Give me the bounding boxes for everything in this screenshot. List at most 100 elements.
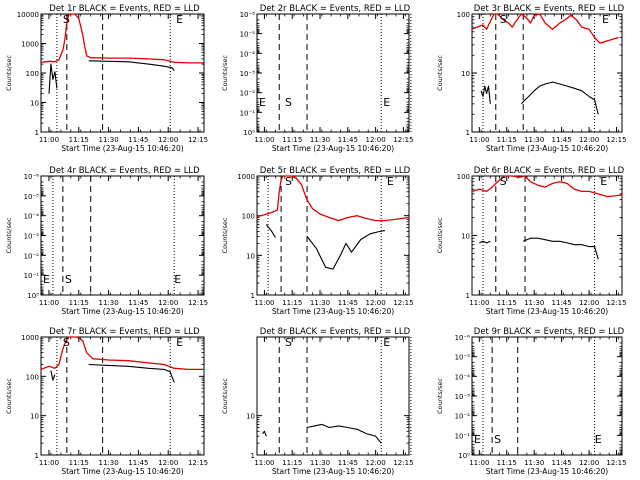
x-tick-label: 12:15 [606,136,626,144]
x-tick-label: 11:45 [128,299,148,307]
y-tick-label: 1 [466,129,470,137]
x-tick-label: 11:30 [524,299,544,307]
panel-det-4: Det 4r BLACK = Events, RED = LLD Counts/s… [5,166,208,316]
y-tick-label: 10 [461,70,470,78]
marker-label-e: E [176,13,183,26]
x-tick-label: 11:15 [282,459,302,467]
y-tick-label: 10⁰ [27,292,39,300]
marker-label-s: S [285,175,292,188]
x-tick-label: 11:15 [69,459,89,467]
y-tick-label: 1 [466,292,470,300]
y-tick-label: 10⁻⁴ [240,50,256,58]
y-tick-label: 10⁻¹ [455,432,471,440]
panel-det-6: Det 6r BLACK = Events, RED = LLD Counts/s… [436,166,627,316]
x-tick-label: 11:30 [524,136,544,144]
y-tick-label: 1 [35,452,39,460]
series-line-black [50,370,56,381]
series-line-red [40,13,204,64]
x-tick-label: 12:15 [393,299,413,307]
y-tick-label: 10⁻² [455,413,471,421]
x-tick-label: 11:15 [497,136,517,144]
marker-label-e: E [600,175,607,188]
x-tick-label: 12:15 [188,136,208,144]
x-tick-label: 11:45 [128,459,148,467]
y-tick-label: 1000 [21,334,39,342]
plot-frame [40,336,205,456]
marker-label-s: S [285,336,292,349]
y-axis-label: Counts/sec [5,55,13,91]
x-tick-label: 12:15 [188,459,208,467]
y-axis-label: Counts/sec [436,55,444,91]
x-tick-label: 12:00 [158,459,178,467]
y-axis-label: Counts/sec [436,217,444,253]
y-tick-label: 100 [26,373,39,381]
y-tick-label: 10⁻⁶ [240,11,256,19]
series-line-red [40,336,204,371]
x-tick-label: 11:00 [469,459,489,467]
series-line-black [88,60,175,72]
panel-det-5: Det 5r BLACK = Events, RED = LLD Counts/s… [221,166,414,316]
panel-title: Det 4r BLACK = Events, RED = LLD [49,166,200,176]
y-tick-label: 10⁰ [243,129,255,137]
x-tick-label: 11:00 [469,136,489,144]
y-axis-label: Counts/sec [436,378,444,414]
y-tick-label: 10⁻⁵ [240,31,256,39]
series-line-red [471,175,623,198]
marker-label-e: E [176,336,183,349]
marker-label-s: S [63,336,70,349]
x-tick-label: 12:00 [366,136,386,144]
plot-frame [256,13,410,133]
x-tick-label: 11:15 [497,299,517,307]
x-tick-label: 11:30 [98,299,118,307]
marker-label-s: S [500,13,507,26]
y-axis-label: Counts/sec [221,378,229,414]
marker-label-e: E [602,13,609,26]
series-line-black [479,240,491,244]
y-tick-label: 100 [26,70,39,78]
y-tick-label: 10⁻⁶ [24,173,40,181]
x-tick-label: 11:30 [310,299,330,307]
y-tick-label: 10⁻⁵ [24,193,40,201]
series-line-black [262,430,267,437]
y-tick-label: 10000 [17,11,39,19]
y-tick-label: 10⁻³ [455,393,471,401]
plot-frame [471,13,623,133]
y-tick-label: 1 [251,452,255,460]
panel-title: Det 2r BLACK = Events, RED = LLD [260,4,411,14]
y-axis-label: Counts/sec [5,217,13,253]
x-axis-label: Start Time (23-Aug-15 10:46:20) [61,144,183,153]
y-axis-label: Counts/sec [221,217,229,253]
marker-label-e: E [259,96,266,109]
y-tick-label: 100 [457,11,470,19]
marker-label-s: S [500,175,507,188]
marker-label-s: S [494,433,501,446]
x-axis-label: Start Time (23-Aug-15 10:46:20) [486,307,608,316]
marker-label-s: S [285,96,292,109]
marker-label-e: E [474,433,481,446]
x-tick-label: 12:00 [158,299,178,307]
x-tick-label: 11:15 [497,459,517,467]
x-tick-label: 11:15 [69,136,89,144]
y-tick-label: 10⁻⁴ [24,213,40,221]
series-line-black [480,85,491,104]
y-tick-label: 10 [246,413,255,421]
x-tick-label: 11:45 [128,136,148,144]
panel-title: Det 6r BLACK = Events, RED = LLD [474,166,625,176]
series-line-black [306,230,385,270]
x-tick-label: 11:15 [282,136,302,144]
x-tick-label: 11:00 [39,459,59,467]
x-tick-label: 12:15 [606,299,626,307]
y-tick-label: 10⁻⁶ [455,334,471,342]
panel-title: Det 7r BLACK = Events, RED = LLD [49,327,200,337]
y-tick-label: 100 [242,213,255,221]
y-tick-label: 1 [35,129,39,137]
y-tick-label: 10 [30,100,39,108]
y-tick-label: 10⁻⁵ [455,354,471,362]
plot-frame [256,175,410,296]
panel-det-3: Det 3r BLACK = Events, RED = LLD Counts/s… [436,4,627,153]
x-tick-label: 12:15 [606,459,626,467]
x-tick-label: 12:00 [579,459,599,467]
marker-label-s: S [63,13,70,26]
panel-title: Det 1r BLACK = Events, RED = LLD [49,4,200,14]
x-tick-label: 12:00 [158,136,178,144]
